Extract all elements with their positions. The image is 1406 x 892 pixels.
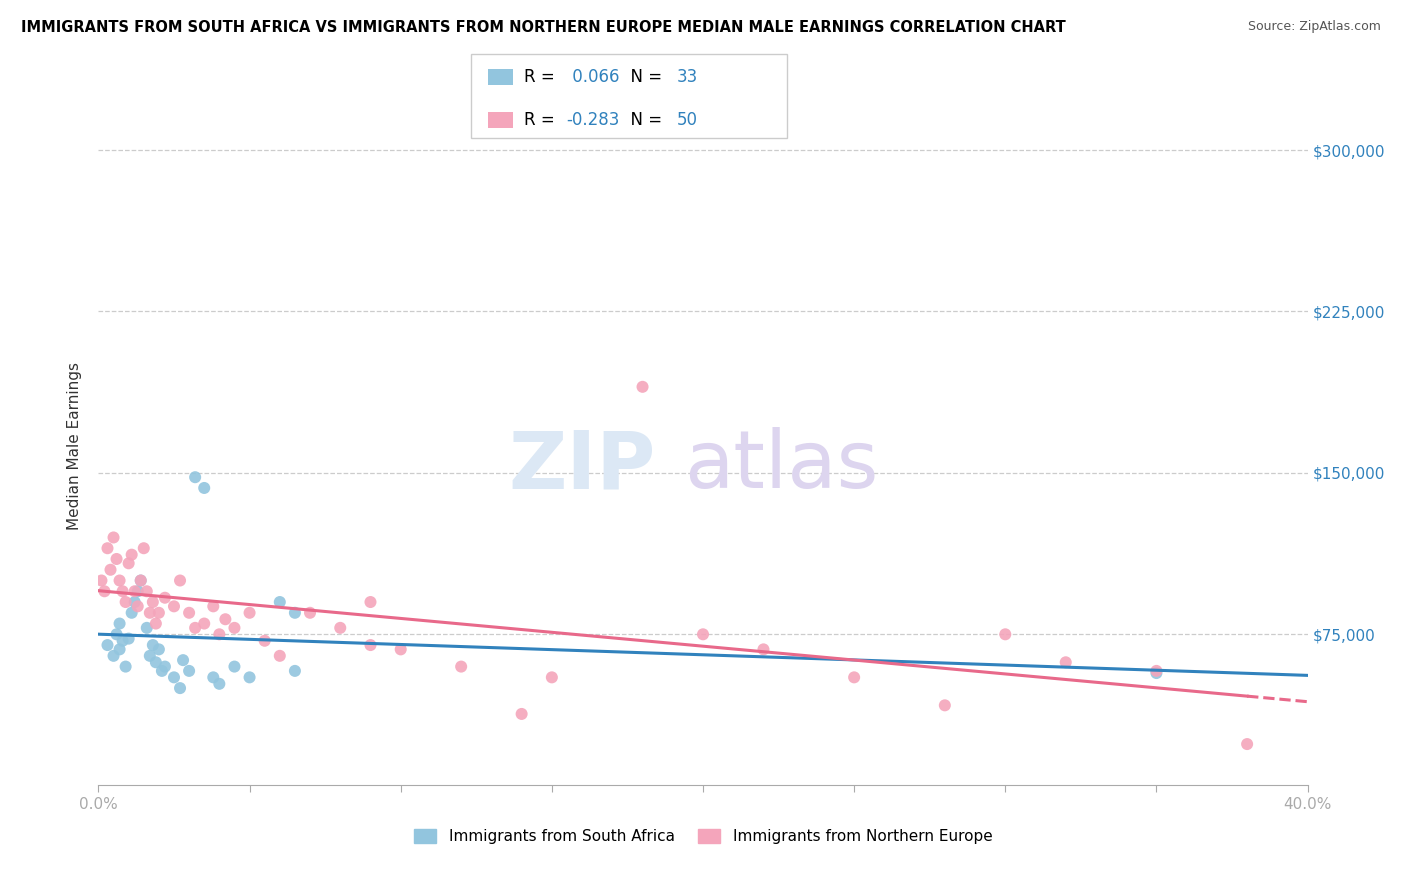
Point: [208, 627, 231, 641]
Point: [239, 670, 262, 684]
Point: [202, 599, 225, 614]
Point: [450, 659, 472, 673]
Point: [202, 670, 225, 684]
Point: [239, 606, 262, 620]
Point: [108, 574, 131, 588]
Text: R =: R =: [524, 111, 561, 128]
Point: [103, 531, 125, 545]
Point: [284, 664, 307, 678]
Point: [269, 648, 291, 663]
Point: [142, 595, 165, 609]
Point: [224, 659, 246, 673]
Legend: Immigrants from South Africa, Immigrants from Northern Europe: Immigrants from South Africa, Immigrants…: [406, 822, 1000, 852]
Point: [127, 599, 149, 614]
Point: [169, 574, 191, 588]
Text: R =: R =: [524, 69, 561, 87]
Point: [329, 621, 352, 635]
Point: [103, 648, 125, 663]
Point: [142, 638, 165, 652]
Point: [284, 606, 307, 620]
Point: [1236, 737, 1258, 751]
Point: [153, 591, 176, 605]
Point: [208, 677, 231, 691]
Text: IMMIGRANTS FROM SOUTH AFRICA VS IMMIGRANTS FROM NORTHERN EUROPE MEDIAN MALE EARN: IMMIGRANTS FROM SOUTH AFRICA VS IMMIGRAN…: [21, 20, 1066, 35]
Point: [135, 584, 157, 599]
Point: [129, 574, 152, 588]
Text: N =: N =: [620, 69, 668, 87]
Point: [150, 664, 173, 678]
Point: [510, 706, 533, 721]
Point: [163, 599, 186, 614]
Point: [994, 627, 1017, 641]
Text: 0.066: 0.066: [567, 69, 619, 87]
Point: [100, 563, 122, 577]
Y-axis label: Median Male Earnings: Median Male Earnings: [67, 362, 83, 530]
Point: [540, 670, 562, 684]
Point: [184, 470, 207, 484]
Point: [139, 648, 162, 663]
Point: [93, 584, 115, 599]
Point: [111, 584, 134, 599]
Point: [269, 595, 291, 609]
Point: [692, 627, 714, 641]
Point: [179, 606, 201, 620]
Point: [193, 481, 215, 495]
Point: [193, 616, 215, 631]
Point: [121, 548, 143, 562]
Point: [214, 612, 236, 626]
Text: Source: ZipAtlas.com: Source: ZipAtlas.com: [1247, 20, 1381, 33]
Point: [631, 380, 654, 394]
Point: [184, 621, 207, 635]
Text: ZIP: ZIP: [509, 427, 655, 506]
Point: [129, 574, 152, 588]
Point: [111, 633, 134, 648]
Text: -0.283: -0.283: [567, 111, 620, 128]
Point: [108, 616, 131, 631]
Point: [127, 584, 149, 599]
Point: [360, 595, 382, 609]
Point: [139, 606, 162, 620]
Point: [1144, 664, 1167, 678]
Point: [132, 541, 155, 556]
Point: [145, 655, 167, 669]
Point: [118, 556, 141, 570]
Point: [148, 642, 170, 657]
Point: [389, 642, 412, 657]
Point: [172, 653, 194, 667]
Point: [124, 595, 146, 609]
Point: [934, 698, 956, 713]
Point: [114, 595, 136, 609]
Point: [844, 670, 866, 684]
Point: [148, 606, 170, 620]
Point: [105, 627, 128, 641]
Point: [96, 638, 118, 652]
Point: [179, 664, 201, 678]
Point: [135, 621, 157, 635]
Point: [299, 606, 322, 620]
Point: [108, 642, 131, 657]
Point: [118, 632, 141, 646]
Point: [253, 633, 276, 648]
Point: [224, 621, 246, 635]
Text: 33: 33: [676, 69, 697, 87]
Point: [105, 552, 128, 566]
Point: [96, 541, 118, 556]
Point: [153, 659, 176, 673]
Point: [145, 616, 167, 631]
Point: [1144, 666, 1167, 681]
Text: 50: 50: [676, 111, 697, 128]
Point: [124, 584, 146, 599]
Point: [360, 638, 382, 652]
Point: [90, 574, 112, 588]
Text: atlas: atlas: [685, 427, 879, 506]
Point: [121, 606, 143, 620]
Point: [169, 681, 191, 695]
Point: [163, 670, 186, 684]
Point: [114, 659, 136, 673]
Point: [1054, 655, 1077, 669]
Text: N =: N =: [620, 111, 668, 128]
Point: [752, 642, 775, 657]
